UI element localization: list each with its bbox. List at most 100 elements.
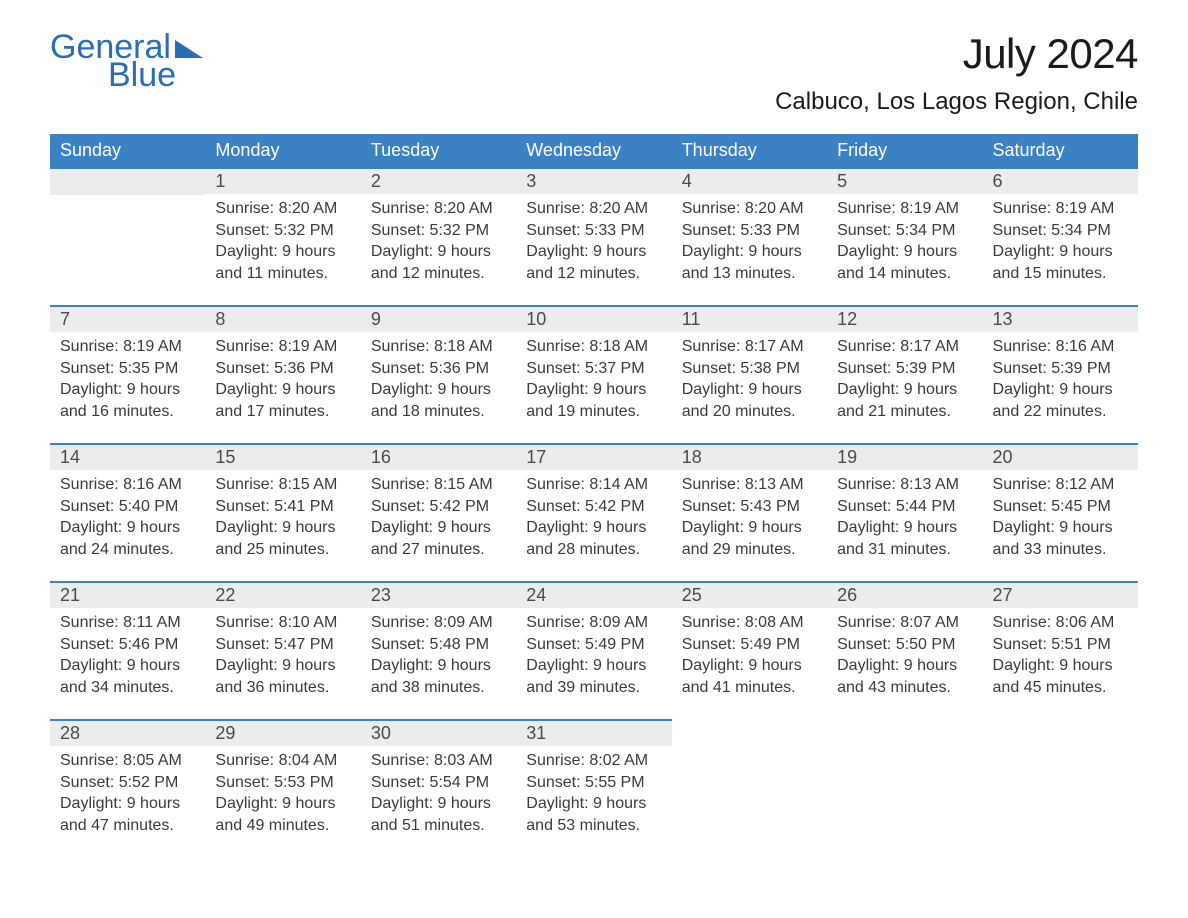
day-number: 27: [983, 581, 1138, 608]
day-number: 18: [672, 443, 827, 470]
day-details: Sunrise: 8:19 AMSunset: 5:34 PMDaylight:…: [983, 194, 1138, 292]
day-details: Sunrise: 8:10 AMSunset: 5:47 PMDaylight:…: [205, 608, 360, 706]
calendar-week-row: 21Sunrise: 8:11 AMSunset: 5:46 PMDayligh…: [50, 581, 1138, 719]
calendar-day-cell: 17Sunrise: 8:14 AMSunset: 5:42 PMDayligh…: [516, 443, 671, 581]
sunset-line: Sunset: 5:39 PM: [837, 358, 972, 380]
daylight-line: Daylight: 9 hours and 18 minutes.: [371, 379, 506, 422]
calendar-empty-cell: [50, 167, 205, 305]
daylight-line: Daylight: 9 hours and 49 minutes.: [215, 793, 350, 836]
calendar-day-cell: 24Sunrise: 8:09 AMSunset: 5:49 PMDayligh…: [516, 581, 671, 719]
weekday-header-row: SundayMondayTuesdayWednesdayThursdayFrid…: [50, 134, 1138, 167]
sunset-line: Sunset: 5:48 PM: [371, 634, 506, 656]
day-number: 13: [983, 305, 1138, 332]
day-details: Sunrise: 8:11 AMSunset: 5:46 PMDaylight:…: [50, 608, 205, 706]
calendar-week-row: 7Sunrise: 8:19 AMSunset: 5:35 PMDaylight…: [50, 305, 1138, 443]
calendar-day-cell: 8Sunrise: 8:19 AMSunset: 5:36 PMDaylight…: [205, 305, 360, 443]
sunrise-line: Sunrise: 8:04 AM: [215, 750, 350, 772]
daylight-line: Daylight: 9 hours and 29 minutes.: [682, 517, 817, 560]
logo: General Blue: [50, 30, 203, 92]
day-number: 15: [205, 443, 360, 470]
calendar-day-cell: 4Sunrise: 8:20 AMSunset: 5:33 PMDaylight…: [672, 167, 827, 305]
sunrise-line: Sunrise: 8:19 AM: [993, 198, 1128, 220]
sunrise-line: Sunrise: 8:20 AM: [526, 198, 661, 220]
calendar-day-cell: 29Sunrise: 8:04 AMSunset: 5:53 PMDayligh…: [205, 719, 360, 857]
calendar-day-cell: 31Sunrise: 8:02 AMSunset: 5:55 PMDayligh…: [516, 719, 671, 857]
daylight-line: Daylight: 9 hours and 31 minutes.: [837, 517, 972, 560]
daylight-line: Daylight: 9 hours and 15 minutes.: [993, 241, 1128, 284]
day-details: Sunrise: 8:04 AMSunset: 5:53 PMDaylight:…: [205, 746, 360, 844]
daylight-line: Daylight: 9 hours and 28 minutes.: [526, 517, 661, 560]
calendar-day-cell: 19Sunrise: 8:13 AMSunset: 5:44 PMDayligh…: [827, 443, 982, 581]
daylight-line: Daylight: 9 hours and 41 minutes.: [682, 655, 817, 698]
day-number: 17: [516, 443, 671, 470]
day-details: Sunrise: 8:20 AMSunset: 5:33 PMDaylight:…: [516, 194, 671, 292]
sunrise-line: Sunrise: 8:15 AM: [371, 474, 506, 496]
day-number: 30: [361, 719, 516, 746]
sunrise-line: Sunrise: 8:05 AM: [60, 750, 195, 772]
sunrise-line: Sunrise: 8:03 AM: [371, 750, 506, 772]
calendar-day-cell: 25Sunrise: 8:08 AMSunset: 5:49 PMDayligh…: [672, 581, 827, 719]
daylight-line: Daylight: 9 hours and 12 minutes.: [371, 241, 506, 284]
weekday-header: Monday: [205, 134, 360, 167]
day-details: Sunrise: 8:16 AMSunset: 5:40 PMDaylight:…: [50, 470, 205, 568]
day-number: 2: [361, 167, 516, 194]
calendar-day-cell: 16Sunrise: 8:15 AMSunset: 5:42 PMDayligh…: [361, 443, 516, 581]
sunset-line: Sunset: 5:50 PM: [837, 634, 972, 656]
sunset-line: Sunset: 5:40 PM: [60, 496, 195, 518]
daylight-line: Daylight: 9 hours and 19 minutes.: [526, 379, 661, 422]
day-number: 3: [516, 167, 671, 194]
sunrise-line: Sunrise: 8:17 AM: [837, 336, 972, 358]
daylight-line: Daylight: 9 hours and 43 minutes.: [837, 655, 972, 698]
daylight-line: Daylight: 9 hours and 34 minutes.: [60, 655, 195, 698]
sunrise-line: Sunrise: 8:20 AM: [371, 198, 506, 220]
sunset-line: Sunset: 5:44 PM: [837, 496, 972, 518]
day-number: 28: [50, 719, 205, 746]
day-details: Sunrise: 8:19 AMSunset: 5:36 PMDaylight:…: [205, 332, 360, 430]
sunrise-line: Sunrise: 8:16 AM: [60, 474, 195, 496]
day-number: 14: [50, 443, 205, 470]
day-details: Sunrise: 8:15 AMSunset: 5:42 PMDaylight:…: [361, 470, 516, 568]
day-details: Sunrise: 8:17 AMSunset: 5:39 PMDaylight:…: [827, 332, 982, 430]
day-details: Sunrise: 8:19 AMSunset: 5:35 PMDaylight:…: [50, 332, 205, 430]
logo-triangle-icon: [175, 40, 203, 58]
daylight-line: Daylight: 9 hours and 33 minutes.: [993, 517, 1128, 560]
day-number: 6: [983, 167, 1138, 194]
day-number: 16: [361, 443, 516, 470]
sunrise-line: Sunrise: 8:10 AM: [215, 612, 350, 634]
calendar-day-cell: 9Sunrise: 8:18 AMSunset: 5:36 PMDaylight…: [361, 305, 516, 443]
calendar-week-row: 28Sunrise: 8:05 AMSunset: 5:52 PMDayligh…: [50, 719, 1138, 857]
daylight-line: Daylight: 9 hours and 11 minutes.: [215, 241, 350, 284]
day-number: 8: [205, 305, 360, 332]
day-details: Sunrise: 8:20 AMSunset: 5:33 PMDaylight:…: [672, 194, 827, 292]
sunset-line: Sunset: 5:49 PM: [526, 634, 661, 656]
day-details: Sunrise: 8:13 AMSunset: 5:44 PMDaylight:…: [827, 470, 982, 568]
daylight-line: Daylight: 9 hours and 22 minutes.: [993, 379, 1128, 422]
sunset-line: Sunset: 5:36 PM: [215, 358, 350, 380]
sunset-line: Sunset: 5:32 PM: [215, 220, 350, 242]
day-number: 21: [50, 581, 205, 608]
page-title: July 2024: [775, 30, 1138, 78]
day-number: 7: [50, 305, 205, 332]
day-number: 29: [205, 719, 360, 746]
daylight-line: Daylight: 9 hours and 51 minutes.: [371, 793, 506, 836]
day-number: 1: [205, 167, 360, 194]
day-details: Sunrise: 8:20 AMSunset: 5:32 PMDaylight:…: [205, 194, 360, 292]
daylight-line: Daylight: 9 hours and 21 minutes.: [837, 379, 972, 422]
sunrise-line: Sunrise: 8:14 AM: [526, 474, 661, 496]
day-number: 22: [205, 581, 360, 608]
sunrise-line: Sunrise: 8:13 AM: [837, 474, 972, 496]
calendar-day-cell: 3Sunrise: 8:20 AMSunset: 5:33 PMDaylight…: [516, 167, 671, 305]
sunset-line: Sunset: 5:47 PM: [215, 634, 350, 656]
sunset-line: Sunset: 5:34 PM: [837, 220, 972, 242]
day-details: Sunrise: 8:14 AMSunset: 5:42 PMDaylight:…: [516, 470, 671, 568]
day-number: 31: [516, 719, 671, 746]
sunrise-line: Sunrise: 8:02 AM: [526, 750, 661, 772]
calendar-day-cell: 11Sunrise: 8:17 AMSunset: 5:38 PMDayligh…: [672, 305, 827, 443]
calendar-day-cell: 7Sunrise: 8:19 AMSunset: 5:35 PMDaylight…: [50, 305, 205, 443]
calendar-day-cell: 20Sunrise: 8:12 AMSunset: 5:45 PMDayligh…: [983, 443, 1138, 581]
day-details: Sunrise: 8:03 AMSunset: 5:54 PMDaylight:…: [361, 746, 516, 844]
day-number: 12: [827, 305, 982, 332]
sunrise-line: Sunrise: 8:16 AM: [993, 336, 1128, 358]
sunset-line: Sunset: 5:33 PM: [682, 220, 817, 242]
sunset-line: Sunset: 5:55 PM: [526, 772, 661, 794]
